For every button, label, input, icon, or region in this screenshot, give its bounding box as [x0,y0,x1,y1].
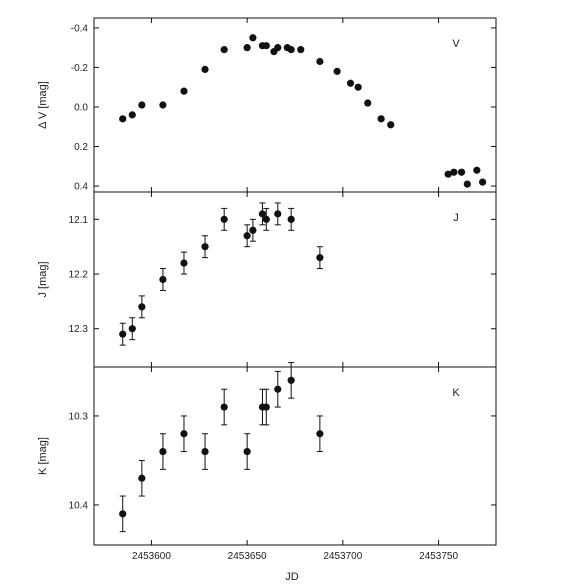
v-data-point [180,87,188,95]
j-data-point [243,232,251,240]
panel-j: 12.1 12.2 12.3 J J [mag] [37,191,497,368]
j-y-tick-label: 12.3 [69,324,89,335]
v-y-tick-label: 0.0 [74,102,88,113]
v-data-point [450,168,458,176]
k-data-point [201,447,209,456]
v-y-tick-label: -0.4 [71,23,89,34]
panel-v-y-axis-title: Δ V [mag] [37,81,49,129]
panel-k-y-axis-title: K [mag] [37,437,49,475]
v-data-point [243,44,251,52]
panel-k-frame [93,366,497,546]
v-data-point [463,180,471,188]
j-data-point [249,226,257,234]
panel-j-ticks: 12.1 12.2 12.3 [69,192,496,367]
x-tick-label: 2453650 [228,551,267,562]
panel-v-frame [93,17,497,193]
panel-j-frame [93,191,497,368]
panel-j-y-axis-title: J [mag] [37,261,49,297]
j-y-tick-label: 12.2 [69,270,89,281]
v-data-point [333,67,341,75]
k-data-point [274,385,282,393]
panel-j-marks [119,202,324,346]
v-data-point [159,101,167,109]
panel-v: -0.4 -0.2 0.0 0.2 0.4 V Δ V [mag] [37,17,497,193]
v-data-point [473,166,481,174]
panel-v-label: V [452,38,460,50]
v-data-point [377,115,385,123]
x-axis-title: JD [285,571,299,583]
v-data-point [128,111,136,119]
v-data-point [274,44,282,52]
j-data-point [159,275,167,284]
j-y-tick-label: 12.1 [69,215,89,226]
panel-k: 10.3 10.4 2453600 2453650 2453700 2453750 K K… [37,362,497,583]
j-data-point [220,215,228,223]
v-data-point [249,34,257,42]
panel-v-marks [119,34,487,188]
k-data-point [138,474,146,482]
k-data-point [159,447,167,456]
x-tick-label: 2453750 [419,551,458,562]
v-data-point [119,115,127,123]
k-data-point [287,376,295,384]
k-y-tick-label: 10.4 [69,500,89,511]
v-y-tick-label: 0.2 [74,142,88,153]
panel-k-marks [119,362,324,533]
v-data-point [220,46,228,54]
k-data-point [220,403,228,411]
v-y-tick-label: 0.4 [74,182,88,193]
panel-k-label: K [452,387,460,399]
v-data-point [287,46,295,54]
k-data-point [243,447,251,456]
j-data-point [180,259,188,267]
v-data-point [297,46,305,54]
v-data-point [262,42,270,50]
k-data-point [262,403,270,411]
k-data-point [180,430,188,438]
j-data-point [287,215,295,223]
j-data-point [316,254,324,262]
j-data-point [274,210,282,218]
panel-v-ticks: -0.4 -0.2 0.0 0.2 0.4 [71,18,496,193]
v-data-point [354,83,362,91]
v-data-point [444,170,452,178]
v-data-point [138,101,146,109]
panel-j-label: J [453,212,459,224]
v-data-point [479,178,487,186]
v-data-point [387,121,395,129]
v-data-point [457,168,466,176]
k-data-point [316,430,324,438]
j-data-point [119,330,127,338]
j-data-point [262,215,270,223]
v-y-tick-label: -0.2 [71,63,89,74]
x-tick-label: 2453700 [323,551,362,562]
k-y-tick-label: 10.3 [69,411,89,422]
v-data-point [364,99,372,107]
v-data-point [201,65,209,74]
j-data-point [201,243,209,251]
v-data-point [346,79,355,87]
j-data-point [138,303,146,311]
v-data-point [316,57,324,66]
x-tick-label: 2453600 [132,551,171,562]
panel-k-ticks: 10.3 10.4 2453600 2453650 2453700 2453750 [69,367,496,562]
j-data-point [128,325,136,333]
j-data-point [258,210,267,218]
k-data-point [119,510,127,518]
